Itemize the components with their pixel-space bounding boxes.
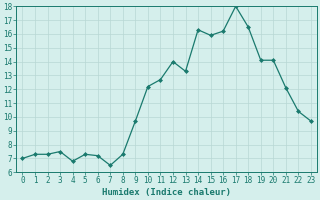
X-axis label: Humidex (Indice chaleur): Humidex (Indice chaleur)	[102, 188, 231, 197]
